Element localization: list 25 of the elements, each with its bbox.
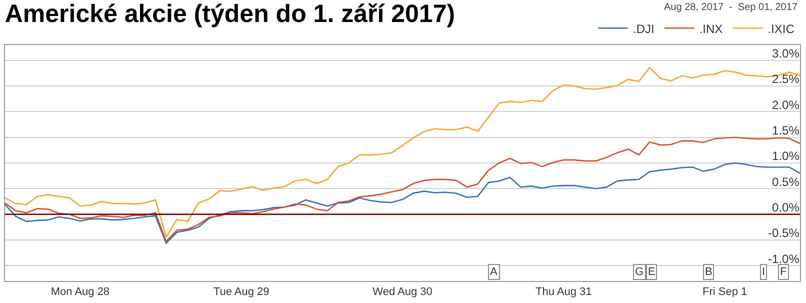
annotation: B xyxy=(705,266,712,278)
x-tick-label: Wed Aug 30 xyxy=(372,286,432,298)
annotation: I xyxy=(762,266,766,278)
y-tick-label: 1.5% xyxy=(772,124,800,138)
annotation: E xyxy=(648,266,656,278)
y-tick-label: 2.5% xyxy=(772,72,800,86)
y-tick-label: 0.5% xyxy=(772,174,800,189)
y-tick-label: -1.0% xyxy=(768,252,800,266)
x-tick-label: Mon Aug 28 xyxy=(50,286,110,298)
annotation: G xyxy=(635,266,644,278)
legend-label: .DJI xyxy=(633,22,654,36)
chart-title: Americké akcie (týden do 1. září 2017) xyxy=(4,0,456,28)
y-tick-label: 2.0% xyxy=(772,98,800,112)
chart-subtitle: Aug 28, 2017 - Sep 01, 2017 xyxy=(664,2,798,13)
y-tick-label: 1.0% xyxy=(772,149,800,164)
legend-label: .IXIC xyxy=(768,22,795,36)
y-tick-label: 0.0% xyxy=(772,200,800,214)
y-tick-label: -0.5% xyxy=(768,226,800,240)
legend-label: .INX xyxy=(699,22,723,36)
annotation: F xyxy=(780,266,787,278)
x-tick-label: Fri Sep 1 xyxy=(702,286,748,298)
annotation: A xyxy=(490,266,498,278)
y-tick-label: 3.0% xyxy=(772,46,800,61)
x-tick-label: Thu Aug 31 xyxy=(536,286,592,298)
x-tick-label: Tue Aug 29 xyxy=(213,286,270,298)
